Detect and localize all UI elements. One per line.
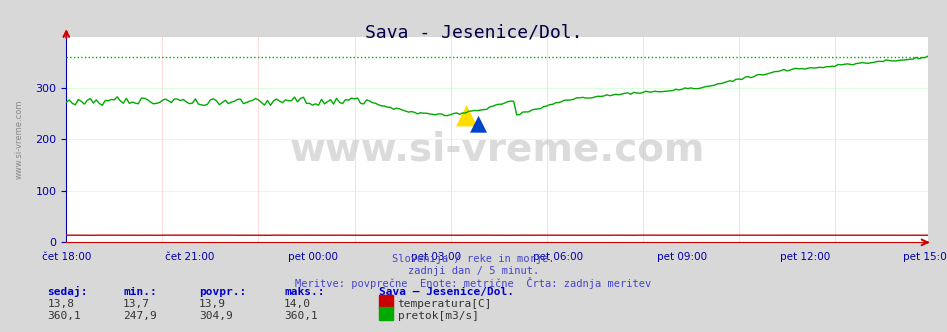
Text: 360,1: 360,1 (47, 311, 81, 321)
Text: Slovenija / reke in morje.: Slovenija / reke in morje. (392, 254, 555, 264)
Text: www.si-vreme.com: www.si-vreme.com (14, 100, 24, 179)
Text: min.:: min.: (123, 288, 157, 297)
Text: temperatura[C]: temperatura[C] (398, 299, 492, 309)
Text: 14,0: 14,0 (284, 299, 312, 309)
Text: zadnji dan / 5 minut.: zadnji dan / 5 minut. (408, 266, 539, 276)
Text: maks.:: maks.: (284, 288, 325, 297)
Text: Sava - Jesenice/Dol.: Sava - Jesenice/Dol. (365, 23, 582, 41)
Text: 304,9: 304,9 (199, 311, 233, 321)
Text: Sava – Jesenice/Dol.: Sava – Jesenice/Dol. (379, 288, 514, 297)
Text: 247,9: 247,9 (123, 311, 157, 321)
Text: www.si-vreme.com: www.si-vreme.com (290, 131, 705, 169)
Text: povpr.:: povpr.: (199, 288, 246, 297)
Text: ▲: ▲ (470, 113, 487, 133)
Text: 13,7: 13,7 (123, 299, 151, 309)
Text: 360,1: 360,1 (284, 311, 318, 321)
Text: 13,9: 13,9 (199, 299, 226, 309)
Text: Meritve: povprečne  Enote: metrične  Črta: zadnja meritev: Meritve: povprečne Enote: metrične Črta:… (295, 277, 652, 289)
Text: sedaj:: sedaj: (47, 287, 88, 297)
Text: pretok[m3/s]: pretok[m3/s] (398, 311, 479, 321)
Text: 13,8: 13,8 (47, 299, 75, 309)
Text: ▲: ▲ (456, 101, 477, 129)
